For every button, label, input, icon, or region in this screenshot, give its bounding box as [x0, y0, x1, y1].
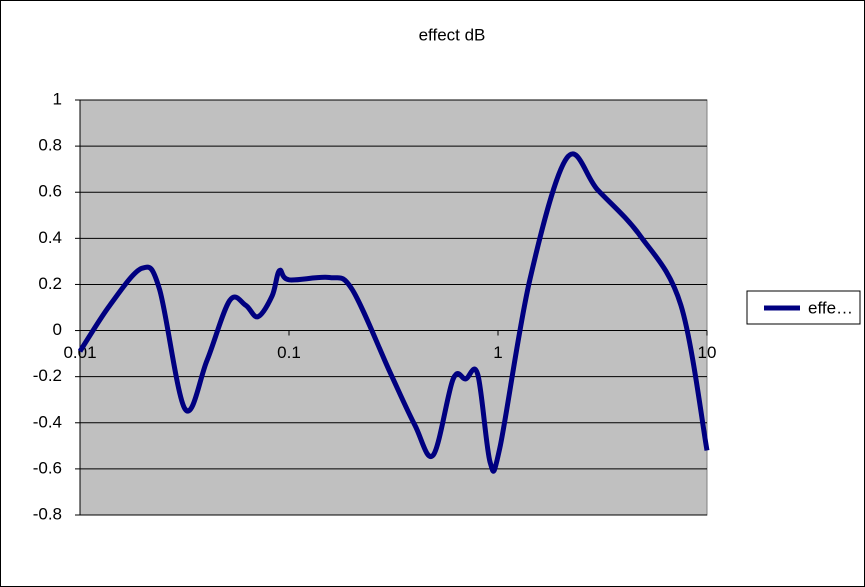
- x-tick-label: 0.1: [277, 343, 301, 362]
- y-tick-label: -0.2: [33, 366, 62, 385]
- y-tick-label: -0.6: [33, 458, 62, 477]
- y-tick-label: 1: [53, 89, 62, 108]
- data-line: [77, 151, 710, 474]
- x-tick-label: 0.01: [63, 343, 96, 362]
- x-tick-label: 10: [698, 343, 717, 362]
- x-tick-label: 1: [493, 343, 502, 362]
- chart-title: effect dB: [419, 25, 486, 44]
- legend-label: effe…: [808, 298, 853, 317]
- plot-area: [79, 99, 708, 516]
- y-tick-label: 0: [53, 320, 62, 339]
- y-tick-label: 0.6: [38, 182, 62, 201]
- y-tick-label: -0.8: [33, 504, 62, 523]
- y-tick-label: 0.8: [38, 136, 62, 155]
- y-tick-label: 0.4: [38, 228, 62, 247]
- y-tick-label: -0.4: [33, 412, 62, 431]
- y-tick-label: 0.2: [38, 274, 62, 293]
